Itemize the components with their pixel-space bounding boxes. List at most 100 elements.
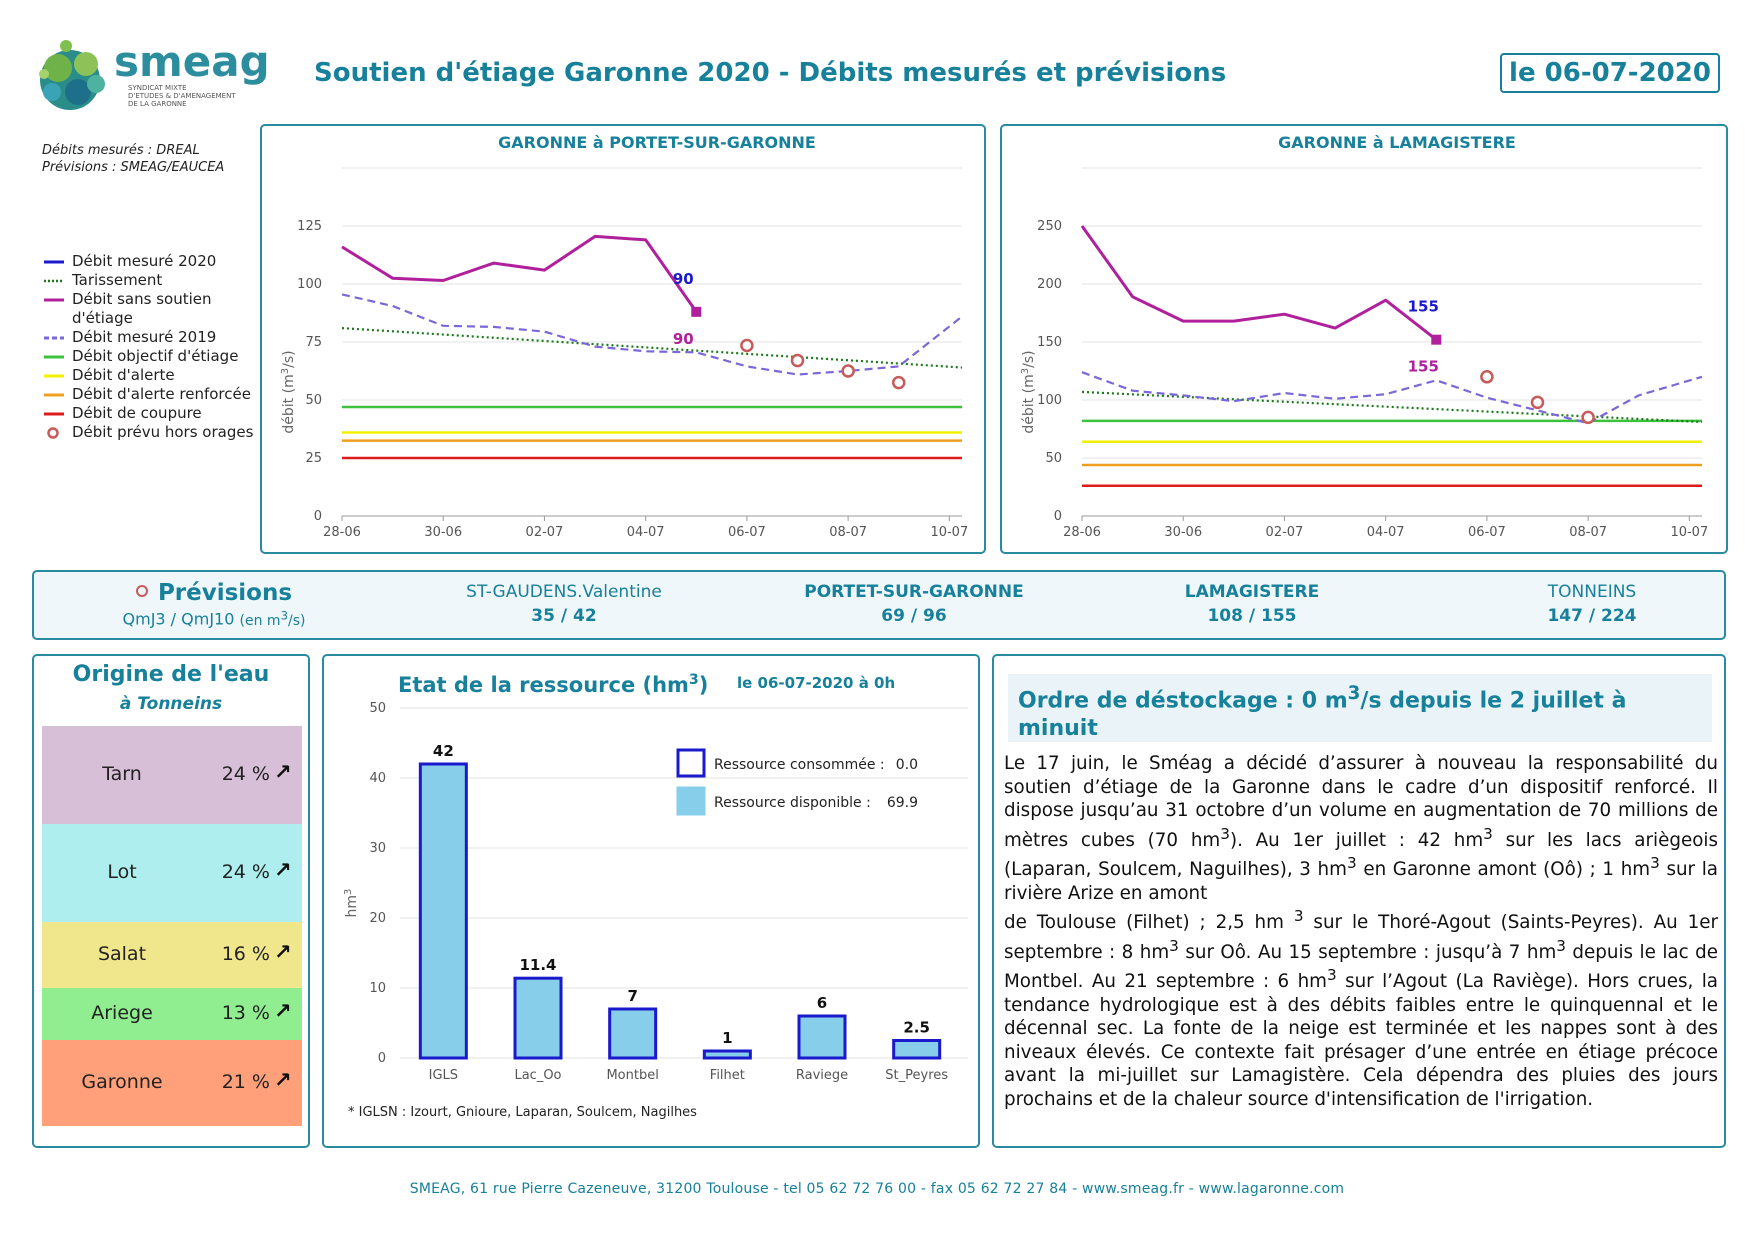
text-segment: Le 17 juin, le Sméag a décidé d’assurer …	[1004, 753, 1718, 851]
origin-percent: 21 %	[221, 1071, 270, 1093]
resource-legend-swatch	[676, 748, 706, 778]
y-tick-label: 125	[297, 219, 322, 234]
source-measured: Débits mesurés : DREAL	[42, 143, 200, 158]
station-name: TONNEINS	[1547, 582, 1637, 602]
trend-up-arrow-icon: ↗	[274, 940, 292, 964]
y-tick-label: 100	[1037, 393, 1062, 408]
bar-value-label: 2.5	[903, 1019, 930, 1037]
legend-label: Débit prévu hors orages	[72, 423, 254, 441]
y-tick-label: 40	[369, 771, 386, 786]
y-tick-label: 0	[314, 509, 322, 524]
x-tick-label: 04-07	[1367, 525, 1405, 540]
release-order-text: Le 17 juin, le Sméag a décidé d’assurer …	[1004, 752, 1718, 1111]
legend-label: Débit mesuré 2020	[72, 252, 217, 270]
release-order-title-b: /s depuis le 2 juillet à minuit	[1018, 688, 1627, 742]
origin-row: Salat 16 % ↗	[42, 922, 302, 988]
text-segment: sur l’Agout (La Raviège). Hors crues, la…	[1004, 971, 1718, 1110]
bar-value-label: 7	[627, 987, 637, 1005]
series-endpoint	[1431, 334, 1442, 345]
chart-title: GARONNE à LAMAGISTERE	[1278, 133, 1516, 152]
series-d-bit-mesur-2019	[1081, 371, 1703, 425]
forecast-point	[790, 353, 805, 368]
forecast-point	[1480, 370, 1494, 384]
station-j10: 155	[1261, 606, 1297, 626]
logo-shape	[43, 83, 61, 101]
legend-symbol	[44, 279, 64, 283]
resource-footnote: * IGLSN : Izourt, Gnioure, Laparan, Soul…	[348, 1105, 697, 1120]
forecast-sublabel-main: QmJ3 / QmJ10	[122, 609, 235, 629]
origin-percent: 16 %	[221, 943, 270, 965]
data-label: 155	[1408, 298, 1439, 316]
legend-symbol	[44, 412, 64, 416]
legend-label: Débit objectif d'étiage	[72, 347, 239, 365]
report-date: le 06-07-2020	[1500, 53, 1720, 93]
forecast-station: TONNEINS 147 / 224	[1442, 582, 1742, 626]
y-tick-label: 50	[305, 393, 322, 408]
forecast-band: Prévisions QmJ3 / QmJ10 (en m3/s) ST-GAU…	[32, 570, 1726, 640]
x-tick-label: 30-06	[1164, 525, 1202, 540]
superscript: 3	[1293, 907, 1304, 926]
resource-legend-label: Ressource consommée :	[714, 757, 885, 773]
legend-symbol	[44, 374, 64, 378]
forecast-station: LAMAGISTERE 108 / 155	[1102, 582, 1402, 626]
bar-value-label: 11.4	[519, 956, 556, 974]
chart-legend: Débit mesuré 2020 Tarissement Débit sans s…	[42, 252, 262, 442]
x-tick-label: 02-07	[1266, 525, 1304, 540]
superscript: 3	[1326, 966, 1337, 985]
forecast-station: ST-GAUDENS.Valentine 35 / 42	[414, 582, 714, 626]
superscript: 3	[1650, 854, 1660, 873]
origin-panel: Origine de l'eau à Tonneins Tarn 24 % ↗ Lot…	[32, 654, 310, 1148]
x-tick-label: Raviege	[796, 1068, 848, 1083]
resource-legend-value: 69.9	[887, 795, 918, 811]
y-tick-label: 10	[369, 981, 386, 996]
legend-symbol	[44, 260, 64, 264]
station-name: LAMAGISTERE	[1184, 582, 1320, 602]
bar-igls	[418, 762, 468, 1060]
origin-subtitle: à Tonneins	[119, 694, 223, 714]
text-segment: sur le Thoré-Agout (Saints-Peyres). Au 1…	[1004, 912, 1718, 963]
resource-legend-label: Ressource disponible :	[714, 795, 871, 811]
bar-chart-resource: Etat de la ressource (hm3) le 06-07-2020 …	[343, 672, 968, 1120]
y-tick-label: 75	[305, 335, 322, 350]
superscript: 3	[1346, 854, 1357, 873]
x-tick-label: 06-07	[728, 525, 766, 540]
forecast-title-row: Prévisions	[94, 580, 334, 606]
x-tick-label: 10-07	[1670, 525, 1708, 540]
origin-title: Origine de l'eau	[72, 662, 270, 687]
logo-shape	[60, 40, 72, 52]
bar-value-label: 1	[722, 1029, 732, 1047]
resource-legend-swatch	[676, 786, 706, 816]
y-tick-label: 50	[1045, 451, 1062, 466]
trend-up-arrow-icon: ↗	[274, 1068, 292, 1092]
x-tick-label: St_Peyres	[885, 1068, 948, 1083]
station-name: ST-GAUDENS.Valentine	[466, 582, 662, 602]
release-order-title: Ordre de déstockage : 0 m3/s depuis le 2…	[1018, 680, 1712, 743]
station-values: 69 / 96	[881, 606, 947, 626]
station-j10: 224	[1601, 606, 1637, 626]
superscript: 3	[1220, 824, 1230, 843]
superscript: 3	[1169, 936, 1179, 955]
text-segment: de Toulouse (Filhet) ; 2,5 hm	[1004, 912, 1294, 934]
series-tarissement	[341, 327, 963, 369]
y-tick-label: 25	[305, 451, 322, 466]
legend-symbol	[44, 393, 64, 397]
smeag-logo: smeag SYNDICAT MIXTE D'ETUDES & D'AMENAG…	[30, 28, 290, 116]
data-label: 90	[673, 330, 694, 348]
bar-value-label: 42	[433, 742, 454, 760]
legend-item: Débit mesuré 2019	[42, 328, 262, 347]
x-tick-label: 30-06	[424, 525, 462, 540]
origin-row: Ariege 13 % ↗	[42, 988, 302, 1040]
origin-percent: 24 %	[221, 861, 270, 883]
series-endpoint	[691, 306, 702, 317]
y-tick-label: 50	[369, 701, 386, 716]
station-j3: 69	[881, 606, 905, 626]
bar-raviege	[797, 1014, 847, 1060]
legend-item: Débit sans soutien d'étiage	[42, 290, 262, 328]
logo-shape	[87, 75, 105, 93]
legend-item: Débit prévu hors orages	[42, 423, 262, 442]
station-j10: 42	[573, 606, 597, 626]
x-tick-label: Montbel	[606, 1068, 658, 1083]
y-tick-label: 150	[1037, 335, 1062, 350]
origin-river: Garonne	[81, 1071, 163, 1093]
origin-river: Ariege	[91, 1002, 153, 1024]
